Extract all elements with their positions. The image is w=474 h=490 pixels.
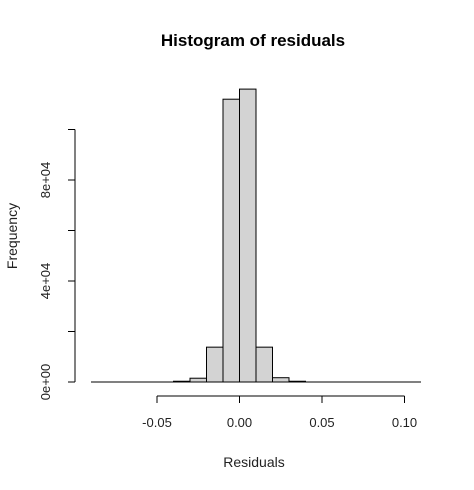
- histogram-bar: [240, 89, 257, 382]
- y-tick-label: 8e+04: [38, 162, 53, 199]
- x-tick-label: 0.00: [227, 415, 252, 430]
- chart-title: Histogram of residuals: [161, 31, 345, 50]
- histogram-bar: [190, 378, 207, 382]
- histogram-bar: [207, 347, 224, 382]
- y-tick-label: 0e+00: [38, 364, 53, 401]
- histogram-bar: [273, 378, 290, 382]
- x-tick-label: 0.10: [392, 415, 417, 430]
- histogram-bar: [223, 99, 240, 382]
- x-axis-label: Residuals: [223, 454, 284, 470]
- histogram-bar: [256, 347, 273, 382]
- y-axis: 0e+00 4e+04 8e+04: [38, 130, 75, 401]
- x-tick-label: -0.05: [142, 415, 172, 430]
- x-axis: -0.05 0.00 0.05 0.10: [142, 396, 417, 430]
- x-tick-label: 0.05: [309, 415, 334, 430]
- bars-group: [91, 89, 421, 382]
- y-tick-label: 4e+04: [38, 263, 53, 300]
- y-axis-label: Frequency: [4, 203, 20, 269]
